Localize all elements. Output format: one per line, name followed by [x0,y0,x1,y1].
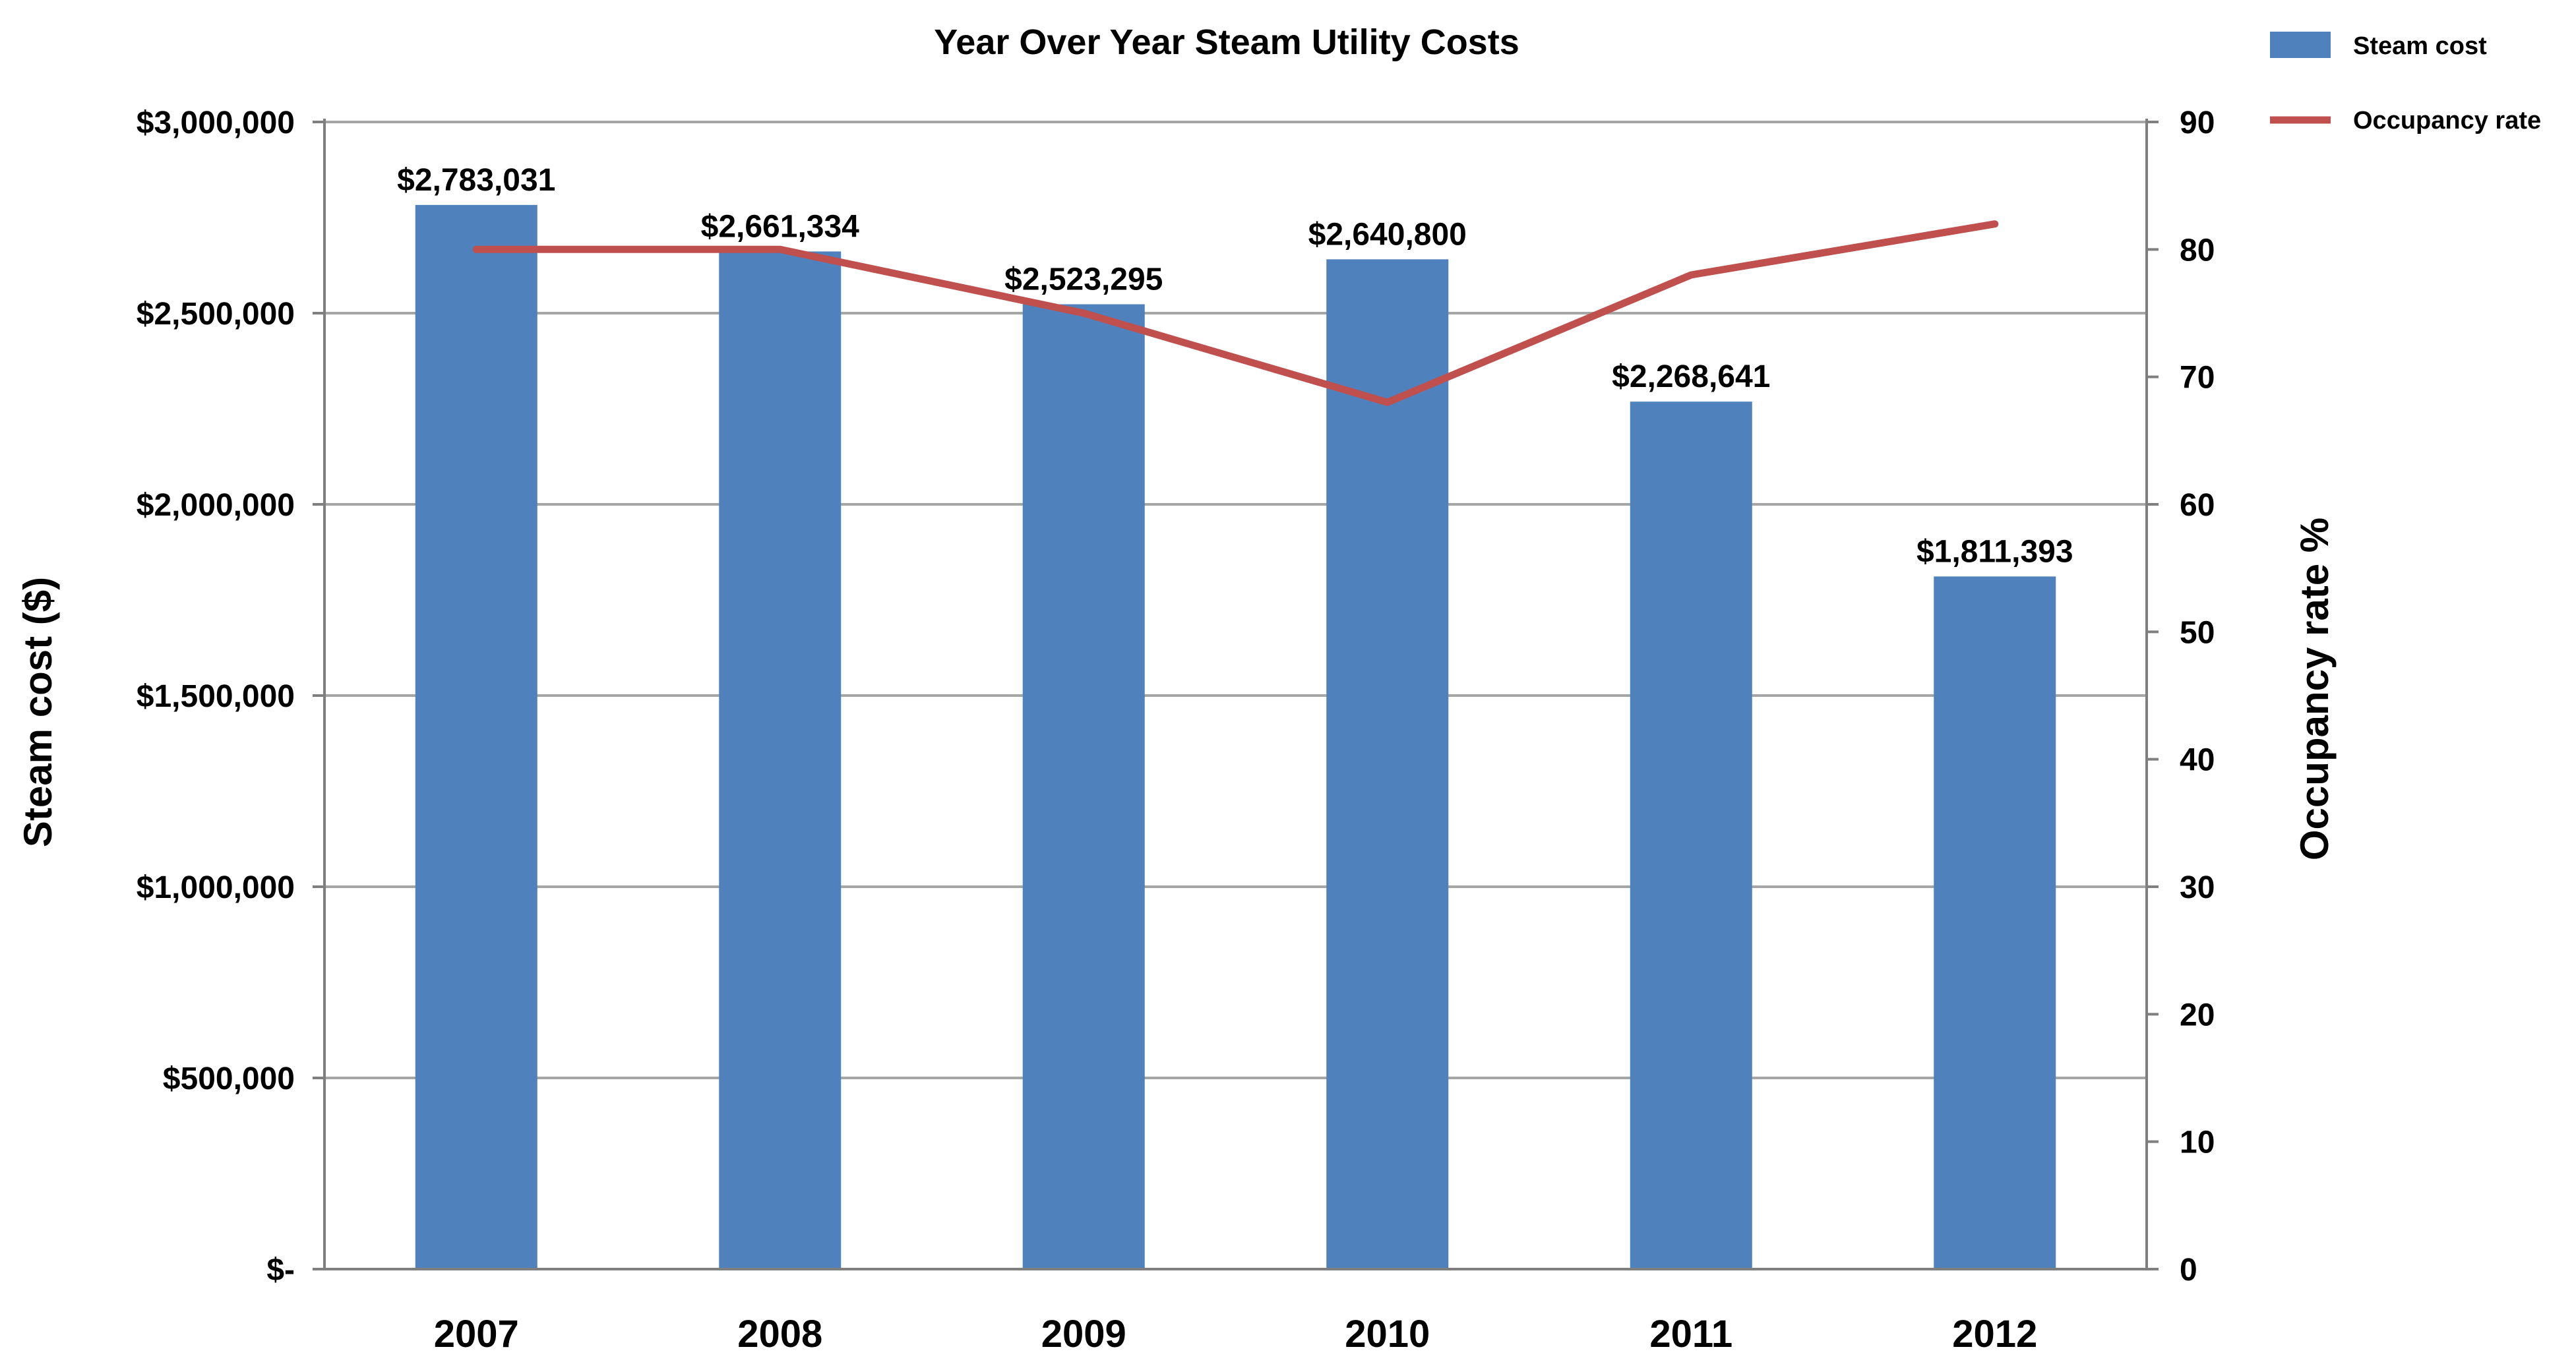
chart-title: Year Over Year Steam Utility Costs [934,22,1519,62]
axes: $- $500,000 $1,000,000 $1,500,000 $2,000,000… [137,105,2215,1355]
legend-label-steam-cost: Steam cost [2353,32,2487,60]
bar-2011 [1630,402,1752,1269]
occupancy-point-2008 [779,249,781,251]
bar-value-label-2009: $2,523,295 [1004,262,1163,297]
data-labels: $2,783,031 $2,661,334 $2,523,295 $2,640,800… [397,163,2073,570]
left-tick-label-1: $500,000 [163,1061,295,1096]
x-tick-label-2012: 2012 [1952,1313,2037,1355]
right-tick-label-3: 30 [2180,870,2215,905]
left-tick-label-2: $1,000,000 [137,870,295,905]
bar-2012 [1934,576,2056,1269]
left-tick-label-0: $- [266,1253,295,1288]
right-tick-label-9: 90 [2180,105,2215,140]
bar-2010 [1326,259,1449,1270]
bar-value-label-2010: $2,640,800 [1308,217,1467,252]
right-tick-label-4: 40 [2180,743,2215,778]
legend: Steam cost Occupancy rate [2270,32,2541,134]
left-tick-label-3: $1,500,000 [137,679,295,714]
right-tick-label-8: 80 [2180,233,2215,268]
x-tick-label-2011: 2011 [1649,1313,1733,1355]
right-tick-label-2: 20 [2180,998,2215,1032]
legend-swatch-steam-cost [2270,32,2331,58]
legend-label-occupancy-rate: Occupancy rate [2353,107,2541,134]
bar-series-steam-cost [415,204,2056,1270]
occupancy-point-2012 [1994,223,1996,225]
bar-value-label-2011: $2,268,641 [1612,359,1770,394]
x-tick-label-2007: 2007 [434,1313,519,1355]
bar-value-label-2008: $2,661,334 [701,209,860,244]
right-axis-title: Occupancy rate % [2292,518,2337,860]
occupancy-point-2009 [1083,313,1085,314]
occupancy-point-2007 [475,249,477,251]
bar-value-label-2012: $1,811,393 [1917,534,2073,569]
line-series-occupancy-rate [472,220,1999,406]
occupancy-rate-line [472,220,1999,406]
gridlines [324,121,2147,1079]
left-tick-label-5: $2,500,000 [137,297,295,332]
right-tick-label-1: 10 [2180,1125,2215,1160]
bar-2008 [719,251,842,1269]
left-axis-title: Steam cost ($) [16,577,60,847]
occupancy-point-2010 [1386,402,1388,403]
x-tick-label-2008: 2008 [737,1313,822,1355]
right-tick-label-6: 60 [2180,488,2215,523]
bar-value-label-2007: $2,783,031 [397,163,555,198]
occupancy-point-2011 [1690,274,1692,276]
x-tick-label-2009: 2009 [1041,1313,1126,1355]
bar-2009 [1022,304,1145,1269]
x-tick-label-2010: 2010 [1345,1313,1430,1355]
bar-2007 [415,204,537,1269]
right-tick-label-7: 70 [2180,361,2215,396]
right-tick-label-0: 0 [2180,1253,2197,1288]
right-tick-label-5: 50 [2180,615,2215,650]
left-tick-label-4: $2,000,000 [137,488,295,523]
left-tick-label-6: $3,000,000 [137,105,295,140]
